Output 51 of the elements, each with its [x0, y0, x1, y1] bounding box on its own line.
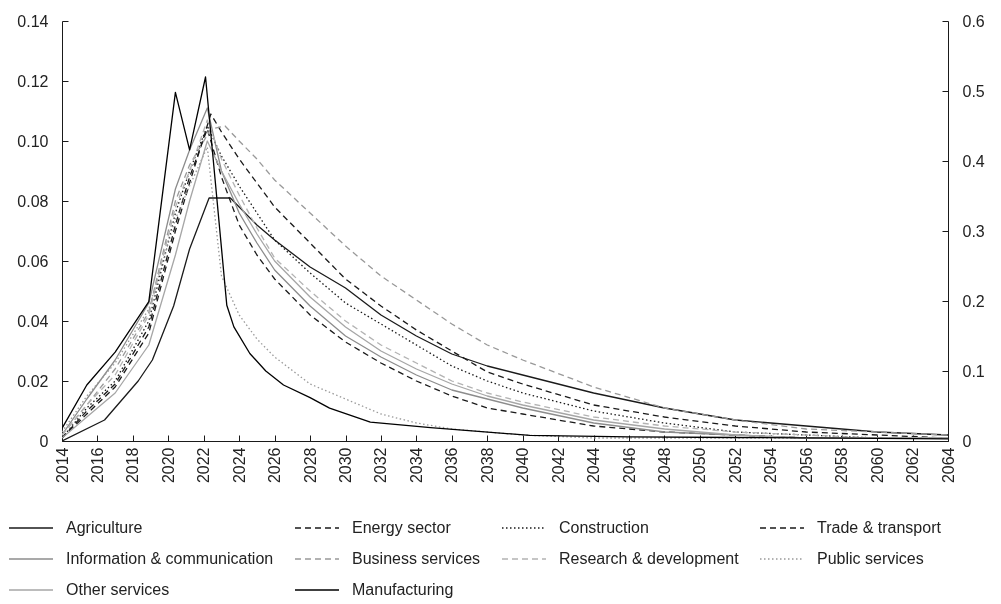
x-tick-label: 2062	[904, 447, 922, 484]
legend-label: Construction	[559, 519, 649, 536]
y2-tick-label: 0	[962, 432, 972, 450]
y-tick-label: 0.08	[17, 192, 49, 210]
x-tick-label: 2028	[301, 447, 319, 484]
x-tick-label: 2064	[939, 447, 957, 484]
legend-label: Other services	[66, 581, 170, 598]
legend-label: Information & communication	[66, 550, 274, 567]
x-tick-label: 2038	[478, 447, 496, 484]
y-tick-label: 0	[39, 432, 49, 450]
y2-tick-label: 0.2	[962, 292, 985, 310]
x-tick-label: 2026	[266, 447, 284, 484]
x-tick-label: 2022	[195, 447, 213, 484]
y2-tick-label: 0.4	[962, 152, 985, 170]
x-tick-label: 2030	[337, 447, 355, 484]
y-tick-label: 0.12	[17, 72, 49, 90]
y-tick-label: 0.06	[17, 252, 49, 270]
x-tick-label: 2050	[691, 447, 709, 484]
x-tick-label: 2034	[407, 447, 425, 484]
x-tick-label: 2042	[549, 447, 567, 484]
x-tick-label: 2024	[230, 447, 248, 484]
legend-label: Public services	[817, 550, 924, 567]
legend-label: Business services	[352, 550, 481, 567]
x-tick-label: 2032	[372, 447, 390, 484]
y-tick-label: 0.14	[17, 12, 49, 30]
legend-label: Energy sector	[352, 519, 452, 536]
legend-label: Research & development	[559, 550, 740, 567]
x-tick-label: 2054	[762, 447, 780, 484]
x-tick-label: 2016	[88, 447, 106, 484]
legend-label: Manufacturing	[352, 581, 454, 598]
x-tick-label: 2056	[797, 447, 815, 484]
y-tick-label: 0.04	[17, 312, 49, 330]
x-tick-label: 2044	[585, 447, 603, 484]
x-tick-label: 2018	[124, 447, 142, 484]
legend-label: Agriculture	[66, 519, 143, 536]
y-tick-label: 0.02	[17, 372, 49, 390]
x-tick-label: 2048	[655, 447, 673, 484]
y2-tick-label: 0.3	[962, 222, 985, 240]
x-tick-label: 2020	[159, 447, 177, 484]
x-tick-label: 2052	[726, 447, 744, 484]
y2-tick-label: 0.5	[962, 82, 985, 100]
x-tick-label: 2046	[620, 447, 638, 484]
y2-tick-label: 0.1	[962, 362, 985, 380]
legend-label: Trade & transport	[817, 519, 942, 536]
x-tick-label: 2036	[443, 447, 461, 484]
x-tick-label: 2014	[53, 447, 71, 484]
y-tick-label: 0.10	[17, 132, 49, 150]
x-tick-label: 2058	[833, 447, 851, 484]
x-tick-label: 2040	[514, 447, 532, 484]
y2-tick-label: 0.6	[962, 12, 985, 30]
x-tick-label: 2060	[868, 447, 886, 484]
